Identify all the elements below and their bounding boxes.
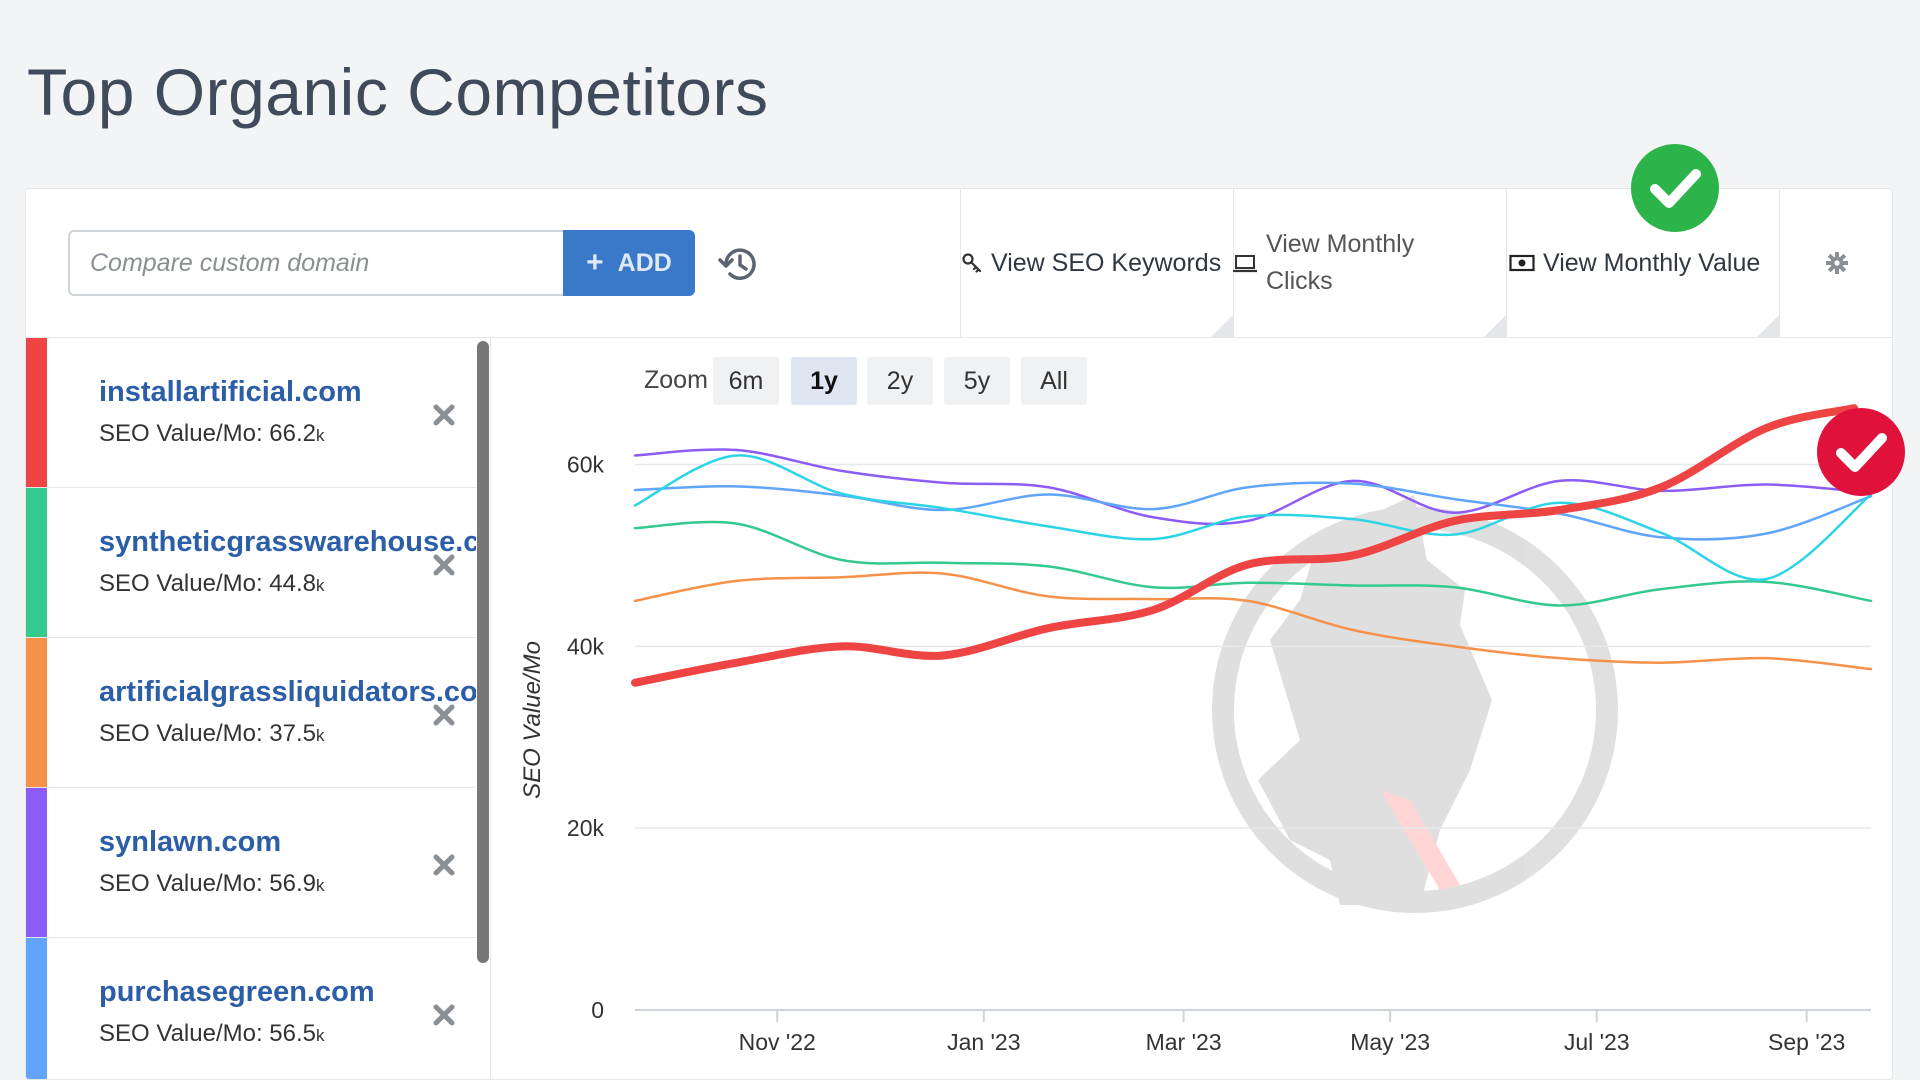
zoom-5y-button[interactable]: 5y bbox=[944, 357, 1010, 405]
zoom-1y-button[interactable]: 1y bbox=[791, 357, 857, 405]
y-tick-label: 40k bbox=[567, 633, 605, 659]
page-title: Top Organic Competitors bbox=[27, 55, 769, 129]
x-tick-label: Mar '23 bbox=[1146, 1029, 1222, 1055]
competitor-color-bar bbox=[26, 638, 47, 787]
competitor-color-bar bbox=[26, 788, 47, 937]
competitor-seo-value: SEO Value/Mo: 56.9k bbox=[99, 870, 325, 897]
add-domain-button[interactable]: + ADD bbox=[563, 230, 695, 296]
history-icon[interactable] bbox=[716, 241, 762, 287]
check-circle-icon bbox=[1817, 408, 1905, 496]
competitor-item[interactable]: synlawn.com SEO Value/Mo: 56.9k bbox=[26, 788, 476, 938]
add-button-label: ADD bbox=[617, 248, 672, 277]
competitor-color-bar bbox=[26, 488, 47, 637]
tab-corner-marker bbox=[1484, 315, 1506, 337]
laptop-icon bbox=[1233, 255, 1257, 273]
series-line bbox=[631, 404, 1859, 687]
chart-settings-tab[interactable] bbox=[1779, 189, 1892, 337]
x-tick-label: Nov '22 bbox=[739, 1029, 816, 1055]
tab-clicks-label-line2: Clicks bbox=[1266, 267, 1333, 295]
competitor-color-bar bbox=[26, 938, 47, 1079]
x-tick-label: May '23 bbox=[1350, 1029, 1430, 1055]
competitors-card: + ADD View SEO Keywords View Monthly Cli… bbox=[25, 188, 1893, 1080]
compare-domain-input[interactable] bbox=[68, 230, 564, 296]
competitor-color-bar bbox=[26, 338, 47, 487]
remove-icon[interactable] bbox=[431, 402, 457, 428]
tab-corner-marker bbox=[1211, 315, 1233, 337]
competitor-seo-value: SEO Value/Mo: 44.8k bbox=[99, 570, 325, 597]
y-tick-label: 0 bbox=[591, 997, 604, 1023]
check-circle-icon bbox=[1631, 144, 1719, 232]
competitor-list-scrollbar[interactable] bbox=[477, 341, 489, 963]
tab-view-monthly-value[interactable]: View Monthly Value bbox=[1506, 189, 1779, 337]
tab-clicks-label-line1: View Monthly bbox=[1266, 230, 1415, 258]
competitor-seo-value: SEO Value/Mo: 37.5k bbox=[99, 720, 325, 747]
x-tick-label: Jan '23 bbox=[947, 1029, 1020, 1055]
competitor-item[interactable]: installartificial.com SEO Value/Mo: 66.2… bbox=[26, 338, 476, 488]
toolbar: + ADD View SEO Keywords View Monthly Cli… bbox=[26, 189, 1892, 338]
remove-icon[interactable] bbox=[431, 1002, 457, 1028]
competitor-seo-value: SEO Value/Mo: 56.5k bbox=[99, 1020, 325, 1047]
remove-icon[interactable] bbox=[431, 702, 457, 728]
series-line bbox=[633, 481, 1873, 541]
tab-value-label: View Monthly Value bbox=[1543, 248, 1761, 277]
series-line bbox=[633, 520, 1873, 607]
competitor-domain[interactable]: synlawn.com bbox=[99, 826, 282, 858]
x-tick-label: Sep '23 bbox=[1768, 1029, 1845, 1055]
money-icon bbox=[1509, 254, 1535, 272]
x-tick-label: Jul '23 bbox=[1564, 1029, 1630, 1055]
tab-view-seo-keywords[interactable]: View SEO Keywords bbox=[960, 189, 1233, 337]
zoom-label: Zoom bbox=[644, 366, 708, 394]
series-line bbox=[633, 454, 1873, 582]
plus-icon: + bbox=[586, 246, 604, 279]
y-tick-label: 20k bbox=[567, 815, 605, 841]
zoom-2y-button[interactable]: 2y bbox=[867, 357, 933, 405]
competitor-seo-value: SEO Value/Mo: 66.2k bbox=[99, 420, 325, 447]
y-axis-label: SEO Value/Mo bbox=[519, 641, 546, 799]
competitor-item[interactable]: syntheticgrasswarehouse.com SEO Value/Mo… bbox=[26, 488, 476, 638]
series-line bbox=[633, 571, 1873, 671]
watermark-logo bbox=[1212, 495, 1618, 913]
y-tick-label: 60k bbox=[567, 452, 605, 478]
key-icon bbox=[962, 253, 982, 273]
competitor-domain[interactable]: artificialgrassliquidators.com bbox=[99, 676, 476, 708]
remove-icon[interactable] bbox=[431, 552, 457, 578]
tab-corner-marker bbox=[1757, 315, 1779, 337]
zoom-6m-button[interactable]: 6m bbox=[713, 357, 779, 405]
competitor-item[interactable]: purchasegreen.com SEO Value/Mo: 56.5k bbox=[26, 938, 476, 1079]
competitor-domain[interactable]: syntheticgrasswarehouse.com bbox=[99, 526, 476, 558]
gear-icon[interactable] bbox=[1825, 251, 1849, 275]
remove-icon[interactable] bbox=[431, 852, 457, 878]
zoom-all-button[interactable]: All bbox=[1021, 357, 1087, 405]
competitor-list: installartificial.com SEO Value/Mo: 66.2… bbox=[26, 338, 491, 1079]
tab-view-monthly-clicks[interactable]: View Monthly Clicks bbox=[1233, 189, 1506, 337]
competitor-item[interactable]: artificialgrassliquidators.com SEO Value… bbox=[26, 638, 476, 788]
competitor-domain[interactable]: purchasegreen.com bbox=[99, 976, 375, 1008]
competitor-domain[interactable]: installartificial.com bbox=[99, 376, 362, 408]
tab-keywords-label: View SEO Keywords bbox=[991, 248, 1222, 277]
